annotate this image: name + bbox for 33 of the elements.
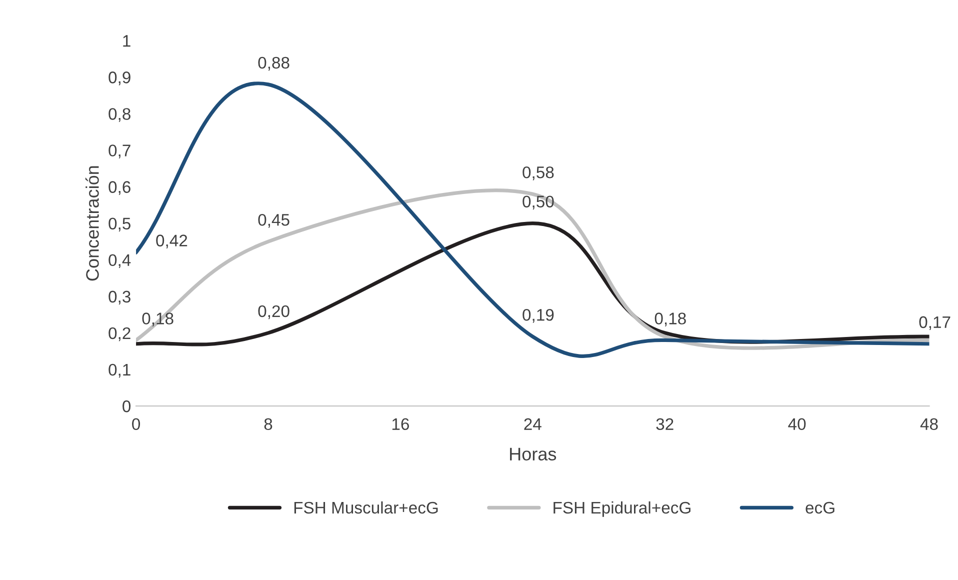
data-label: 0,45 (258, 214, 290, 228)
x-tick-label: 40 (788, 418, 806, 430)
data-label: 0,50 (522, 196, 554, 210)
x-tick-label: 8 (264, 418, 272, 430)
data-label: 0,19 (522, 308, 554, 323)
y-tick-label: 0,9 (108, 72, 130, 86)
y-tick-label: 0,1 (108, 364, 130, 378)
x-tick-label: 0 (132, 418, 140, 430)
x-axis-title: Horas (510, 448, 556, 460)
x-tick-label: 32 (656, 418, 674, 430)
x-tick-label: 24 (524, 418, 542, 430)
y-tick-label: 0,2 (108, 327, 130, 342)
y-tick-label: 0,7 (108, 144, 130, 158)
data-label: 0,18 (142, 312, 174, 326)
legend-label: FSH Muscular+ecG (294, 501, 438, 514)
y-tick-label: 0,8 (108, 108, 130, 122)
data-label: 0,88 (258, 56, 290, 71)
data-label: 0,58 (522, 166, 554, 180)
y-tick-label: 1 (123, 35, 130, 47)
legend-label: ecG (806, 502, 834, 514)
legend-label: FSH Epidural+ecG (554, 501, 690, 517)
data-label: 0,18 (654, 312, 686, 326)
y-tick-label: 0,6 (108, 181, 130, 195)
x-tick-label: 48 (920, 418, 938, 430)
y-axis-title: Concentración (85, 166, 99, 281)
y-tick-label: 0 (122, 400, 131, 412)
data-label: 0,20 (258, 305, 290, 320)
data-label: 0,17 (919, 316, 950, 330)
y-tick-label: 0,5 (108, 218, 130, 232)
y-tick-label: 0,3 (108, 290, 130, 305)
data-label: 0,42 (156, 234, 188, 248)
y-tick-label: 0,4 (108, 254, 131, 268)
x-tick-label: 16 (392, 418, 409, 430)
